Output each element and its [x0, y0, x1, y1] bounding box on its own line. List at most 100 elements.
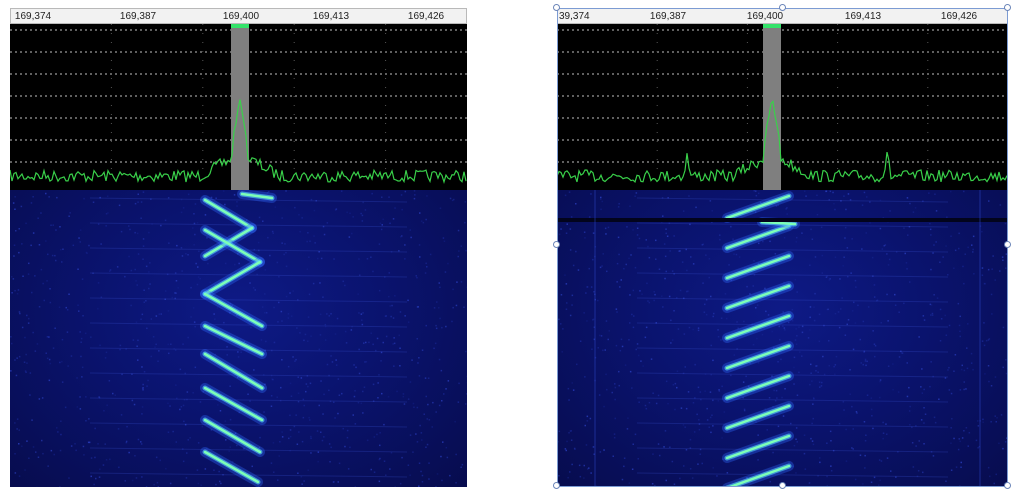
noise-speck — [558, 430, 561, 433]
noise-speck — [256, 273, 258, 276]
frequency-tick: 169,426 — [407, 11, 445, 22]
resize-handle-top-left[interactable] — [553, 4, 560, 11]
noise-speck — [684, 426, 686, 428]
noise-speck — [280, 386, 282, 389]
noise-speck — [160, 313, 162, 315]
resize-handle-bottom-right[interactable] — [1004, 482, 1011, 489]
resize-handle-left[interactable] — [553, 241, 560, 248]
noise-speck — [666, 235, 669, 237]
noise-speck — [224, 420, 227, 422]
noise-speck — [256, 413, 258, 415]
noise-speck — [757, 459, 759, 461]
noise-speck — [317, 460, 319, 463]
noise-speck — [982, 421, 984, 423]
noise-speck — [923, 388, 925, 391]
resize-handle-right[interactable] — [1004, 241, 1011, 248]
noise-speck — [297, 392, 300, 394]
spectrum-display[interactable] — [557, 24, 1008, 190]
noise-speck — [867, 306, 870, 308]
noise-speck — [379, 444, 381, 447]
noise-speck — [413, 406, 415, 408]
noise-speck — [987, 365, 990, 367]
noise-speck — [389, 222, 391, 225]
resize-handle-top[interactable] — [779, 4, 786, 11]
noise-speck — [830, 440, 832, 442]
noise-speck — [11, 292, 13, 294]
resize-handle-bottom[interactable] — [779, 482, 786, 489]
noise-speck — [671, 460, 674, 463]
noise-speck — [791, 308, 794, 311]
noise-speck — [1006, 437, 1008, 439]
noise-speck — [361, 214, 364, 217]
noise-speck — [19, 312, 21, 315]
noise-speck — [829, 430, 832, 433]
noise-speck — [629, 294, 631, 296]
resize-handle-top-right[interactable] — [1004, 4, 1011, 11]
waterfall-display[interactable] — [10, 190, 467, 487]
noise-speck — [158, 350, 160, 352]
noise-speck — [708, 276, 710, 279]
spectrum-display[interactable] — [10, 24, 467, 190]
noise-speck — [323, 436, 325, 438]
faint-streak — [636, 372, 949, 378]
noise-speck — [360, 402, 363, 405]
noise-speck — [667, 197, 669, 199]
faint-streak — [636, 347, 949, 353]
noise-speck — [207, 262, 209, 265]
noise-speck — [400, 194, 403, 196]
noise-speck — [15, 374, 18, 377]
noise-speck — [620, 279, 622, 281]
noise-speck — [358, 348, 360, 351]
noise-speck — [644, 404, 647, 407]
noise-speck — [273, 471, 275, 473]
noise-speck — [305, 390, 307, 393]
noise-speck — [809, 264, 811, 266]
waterfall-display[interactable] — [557, 190, 1008, 487]
frequency-tick: 39,374 — [559, 11, 590, 22]
resize-handle-bottom-left[interactable] — [553, 482, 560, 489]
noise-speck — [18, 429, 20, 431]
noise-speck — [632, 326, 635, 329]
noise-speck — [142, 389, 144, 391]
noise-speck — [328, 443, 331, 445]
noise-speck — [436, 473, 439, 475]
noise-speck — [330, 446, 332, 449]
noise-speck — [177, 287, 179, 289]
signal-trace — [203, 418, 262, 454]
noise-speck — [732, 238, 734, 240]
noise-speck — [697, 327, 700, 329]
noise-speck — [963, 190, 965, 193]
noise-speck — [728, 264, 730, 266]
noise-speck — [377, 397, 379, 399]
noise-speck — [568, 432, 570, 434]
noise-speck — [193, 244, 195, 246]
noise-speck — [229, 302, 232, 305]
noise-speck — [590, 193, 592, 195]
noise-speck — [52, 224, 54, 226]
noise-speck — [718, 389, 720, 391]
noise-speck — [783, 327, 786, 329]
noise-speck — [737, 327, 739, 329]
noise-speck — [718, 390, 721, 392]
noise-speck — [86, 252, 88, 254]
noise-speck — [972, 248, 974, 251]
noise-speck — [606, 388, 608, 391]
noise-speck — [817, 475, 819, 477]
noise-speck — [629, 322, 631, 324]
noise-speck — [81, 376, 83, 378]
noise-speck — [79, 331, 81, 333]
noise-speck — [399, 347, 401, 349]
noise-speck — [109, 270, 111, 272]
frequency-tick: 169,387 — [119, 11, 157, 22]
noise-speck — [818, 340, 821, 343]
noise-speck — [388, 196, 390, 198]
noise-speck — [301, 440, 304, 443]
noise-speck — [218, 470, 220, 473]
noise-speck — [131, 399, 134, 402]
noise-speck — [202, 391, 204, 393]
noise-speck — [18, 251, 20, 254]
noise-speck — [94, 456, 96, 459]
noise-speck — [281, 320, 283, 322]
noise-speck — [264, 269, 267, 271]
noise-speck — [17, 289, 20, 291]
